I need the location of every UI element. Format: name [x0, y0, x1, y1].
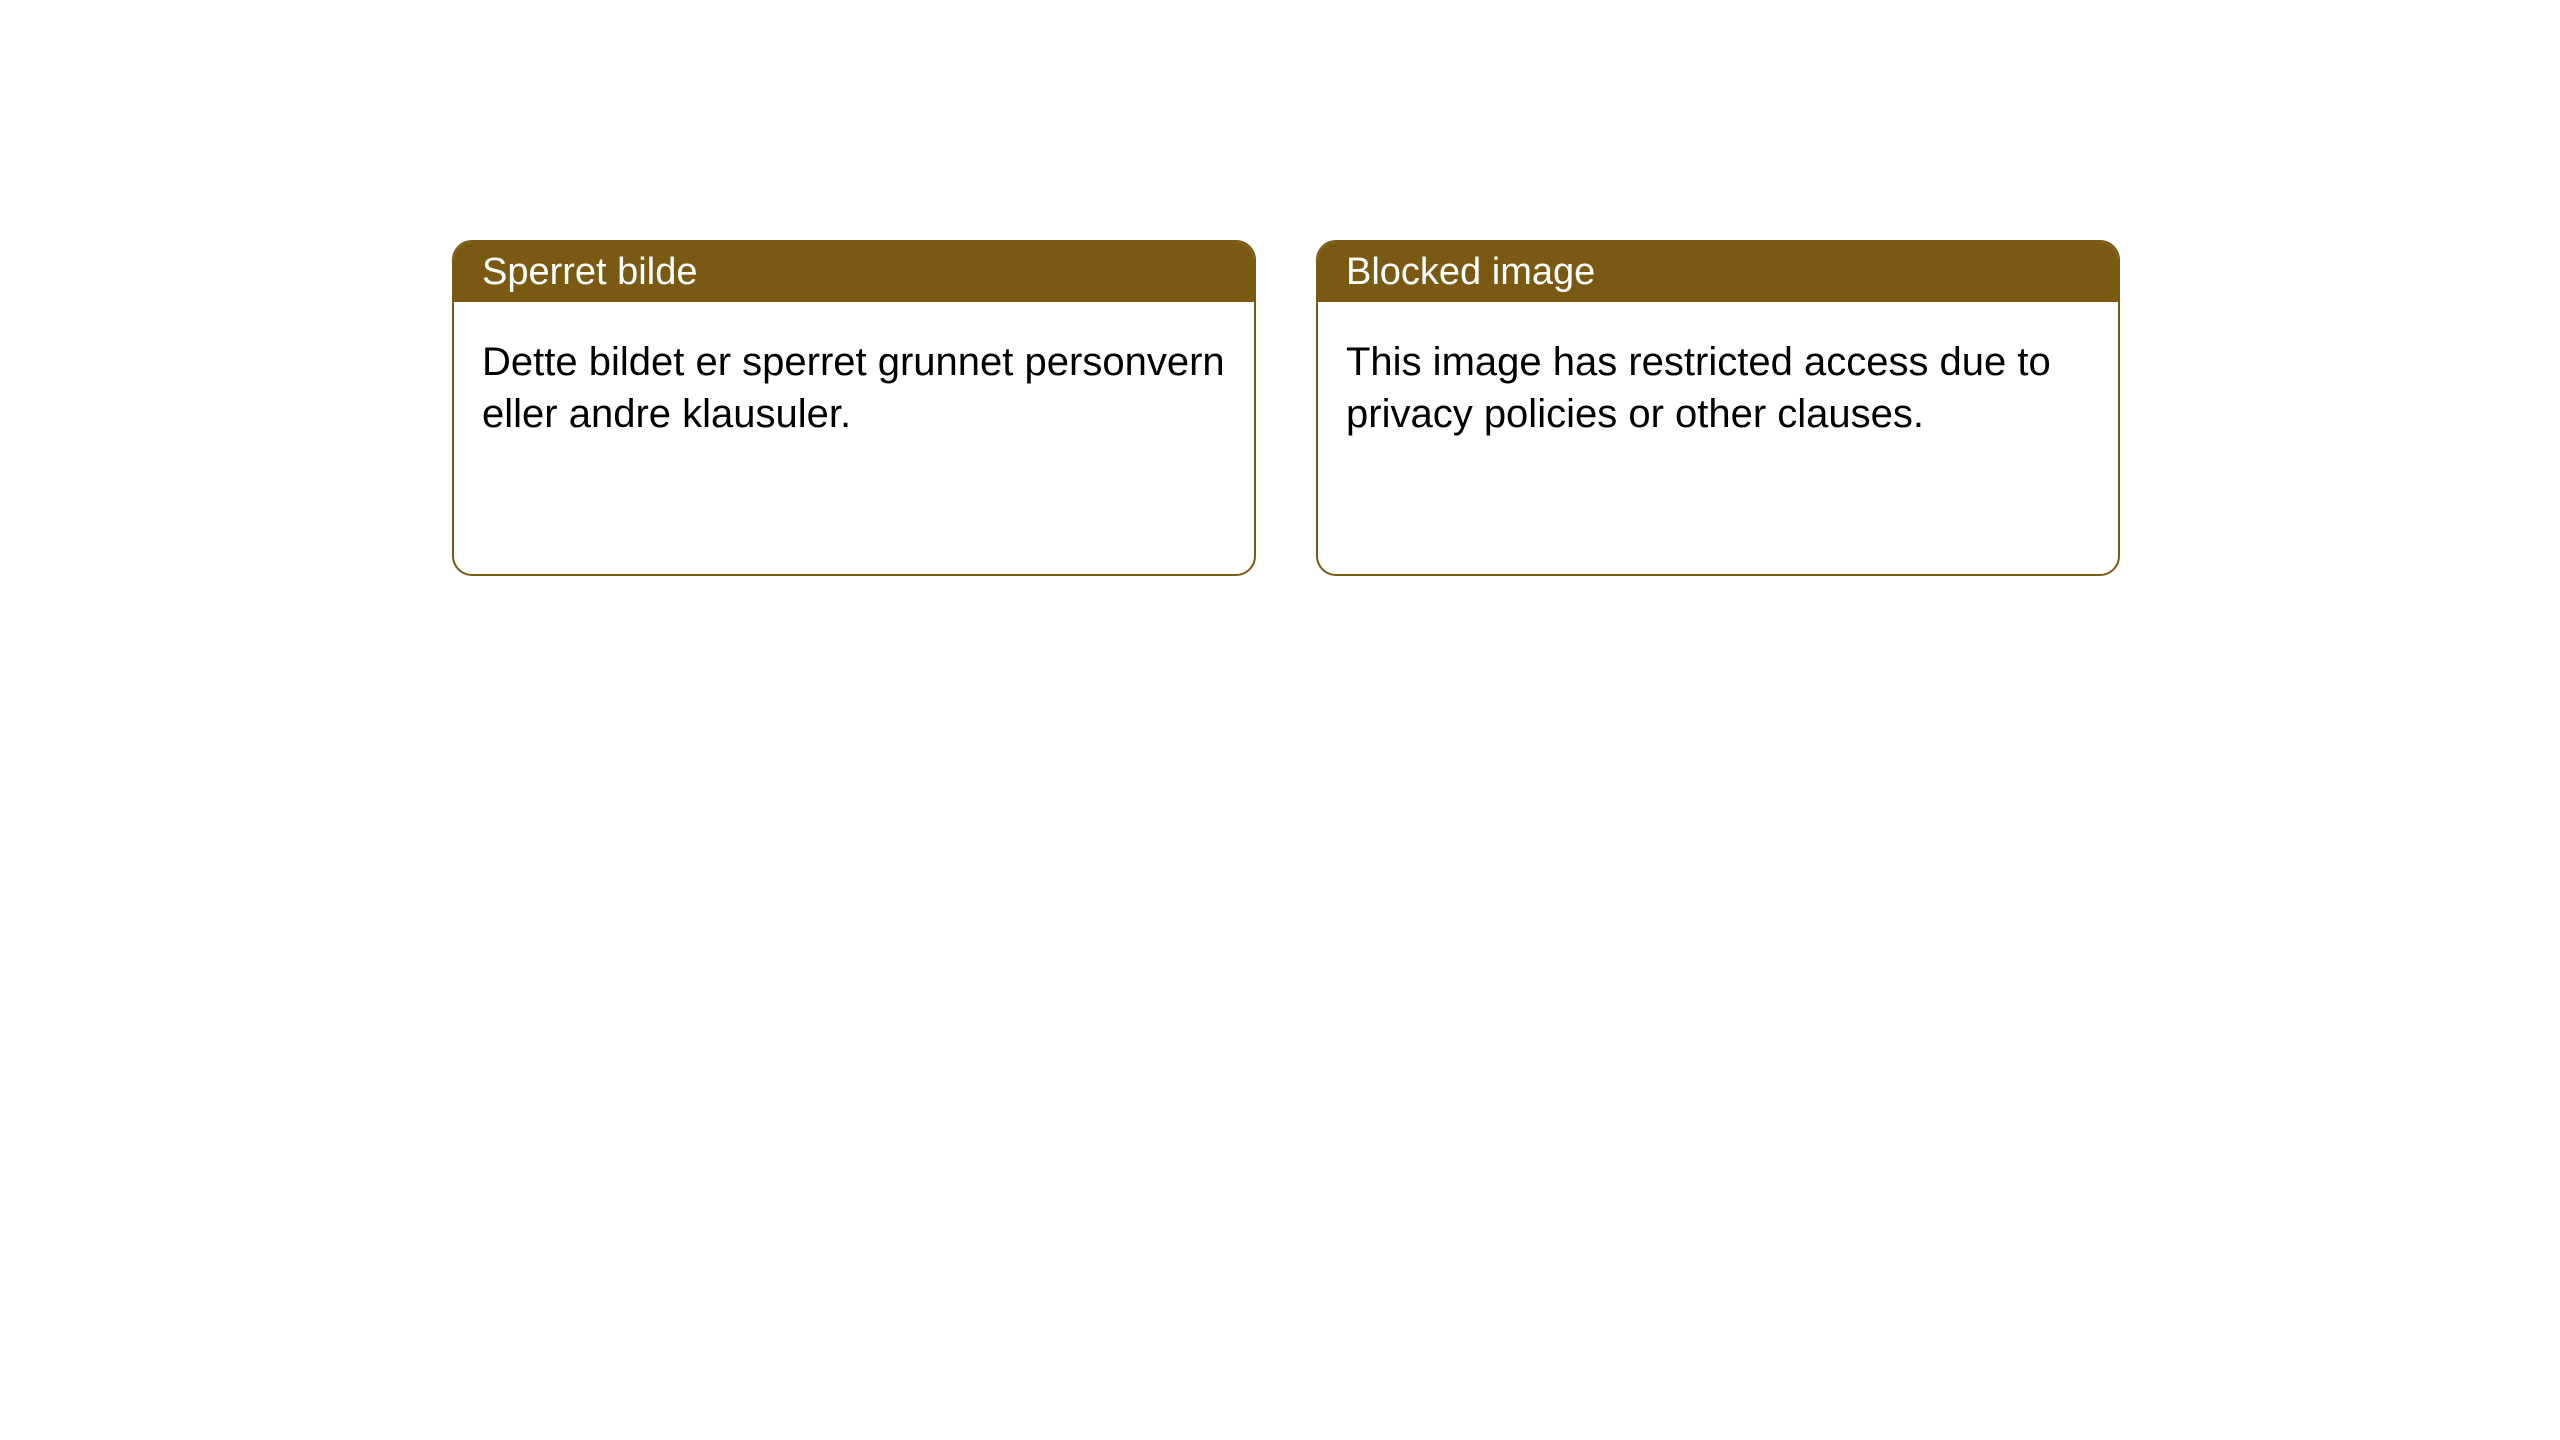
- card-title: Sperret bilde: [482, 251, 697, 294]
- card-body-text: This image has restricted access due to …: [1346, 340, 2051, 436]
- blocked-image-card-en: Blocked image This image has restricted …: [1316, 240, 2120, 576]
- card-header: Sperret bilde: [454, 242, 1254, 302]
- card-body: This image has restricted access due to …: [1318, 302, 2118, 474]
- card-title: Blocked image: [1346, 251, 1595, 294]
- card-body-text: Dette bildet er sperret grunnet personve…: [482, 340, 1225, 436]
- card-header: Blocked image: [1318, 242, 2118, 302]
- blocked-image-card-nb: Sperret bilde Dette bildet er sperret gr…: [452, 240, 1256, 576]
- card-body: Dette bildet er sperret grunnet personve…: [454, 302, 1254, 474]
- notice-container: Sperret bilde Dette bildet er sperret gr…: [0, 0, 2560, 576]
